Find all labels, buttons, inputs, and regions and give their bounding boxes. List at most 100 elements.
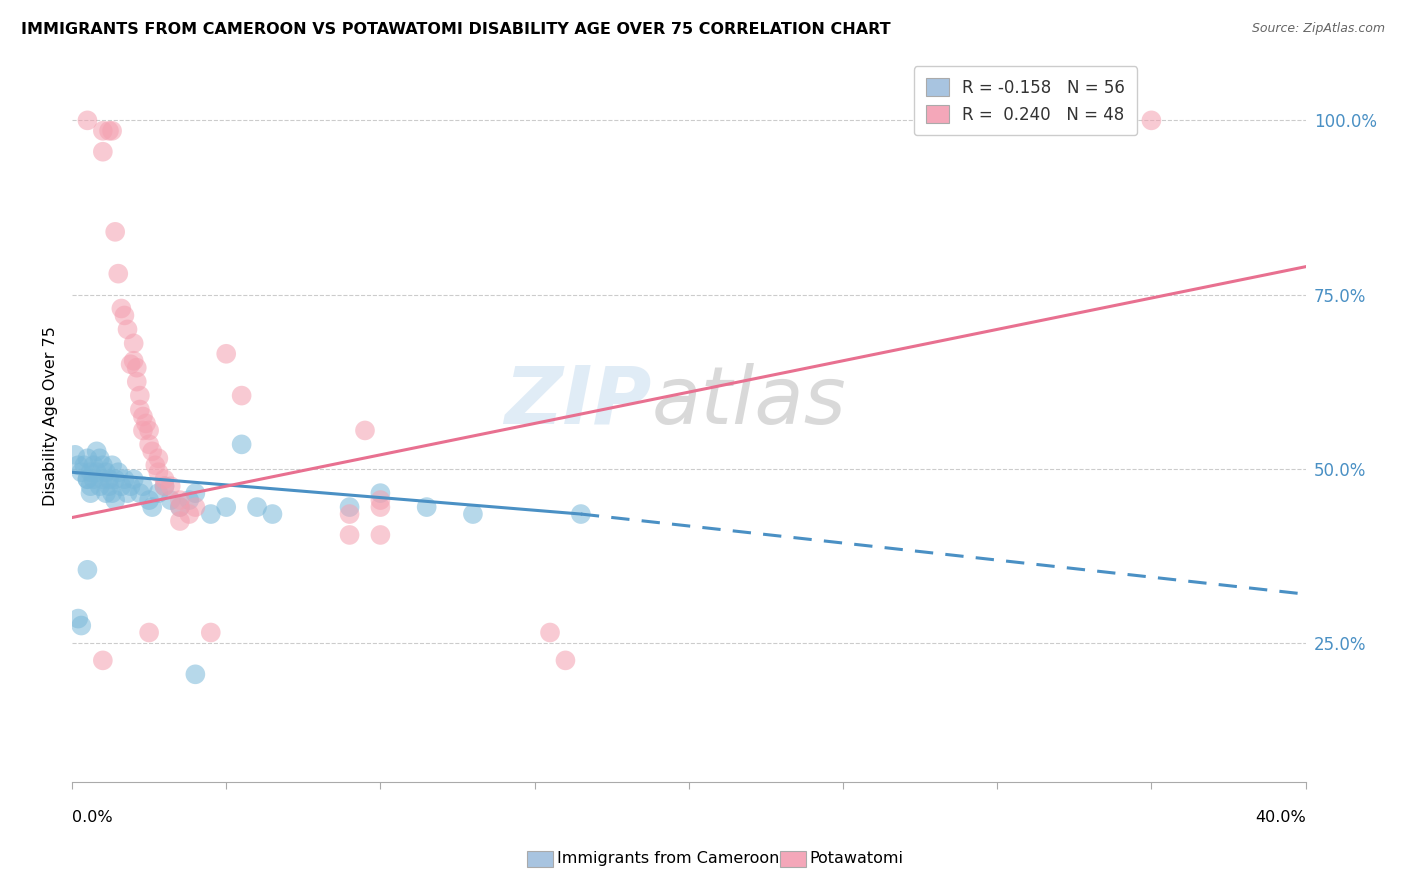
Point (246, 500, 269, 514)
Point (67, 458, 90, 473)
Point (63, 448, 86, 462)
Text: Source: ZipAtlas.com: Source: ZipAtlas.com (1251, 22, 1385, 36)
Text: atlas: atlas (652, 363, 846, 441)
Point (114, 472, 136, 486)
Point (132, 409, 155, 424)
Point (101, 486, 124, 500)
Point (200, 625, 222, 640)
Text: 0.0%: 0.0% (72, 810, 112, 825)
Point (179, 507, 201, 521)
Point (101, 458, 124, 473)
Point (79, 486, 101, 500)
Point (184, 486, 207, 500)
Point (184, 500, 207, 514)
Point (120, 357, 142, 371)
Point (125, 375, 148, 389)
Point (128, 402, 150, 417)
Point (70, 465, 93, 479)
Point (179, 493, 201, 508)
Text: ZIP: ZIP (505, 363, 652, 441)
Point (76, 563, 98, 577)
Point (76, 472, 98, 486)
Point (339, 500, 361, 514)
Point (104, 225, 127, 239)
Legend: R = -0.158   N = 56, R =  0.240   N = 48: R = -0.158 N = 56, R = 0.240 N = 48 (914, 66, 1137, 136)
Point (169, 500, 191, 514)
Point (153, 479, 176, 493)
Point (169, 500, 191, 514)
Point (120, 479, 142, 493)
Point (89, 479, 111, 493)
Y-axis label: Disability Age Over 75: Disability Age Over 75 (44, 326, 58, 507)
Text: 40.0%: 40.0% (1256, 810, 1306, 825)
Point (148, 486, 170, 500)
Point (67, 611, 90, 625)
Point (117, 486, 139, 500)
Point (415, 500, 437, 514)
Point (339, 507, 361, 521)
Text: Immigrants from Cameroon: Immigrants from Cameroon (557, 852, 779, 866)
Point (91, 145, 114, 159)
Point (86, 465, 108, 479)
Point (159, 493, 181, 508)
Point (98, 479, 121, 493)
Point (104, 493, 127, 508)
Point (110, 301, 132, 316)
Point (354, 424, 377, 438)
Point (339, 528, 361, 542)
Point (94, 486, 117, 500)
Point (73, 458, 96, 473)
Point (153, 472, 176, 486)
Point (569, 507, 592, 521)
Point (141, 500, 163, 514)
Point (107, 465, 129, 479)
Point (76, 451, 98, 466)
Point (148, 465, 170, 479)
Point (98, 124, 121, 138)
Point (110, 479, 132, 493)
Point (91, 124, 114, 138)
Point (138, 424, 160, 438)
Text: IMMIGRANTS FROM CAMEROON VS POTAWATOMI DISABILITY AGE OVER 75 CORRELATION CHART: IMMIGRANTS FROM CAMEROON VS POTAWATOMI D… (21, 22, 891, 37)
Point (132, 479, 155, 493)
Point (104, 472, 127, 486)
Point (79, 479, 101, 493)
Point (79, 465, 101, 479)
Point (125, 360, 148, 375)
Point (215, 347, 238, 361)
Text: Potawatomi: Potawatomi (810, 852, 904, 866)
Point (83, 472, 105, 486)
Point (83, 458, 105, 473)
Point (122, 353, 145, 368)
Point (135, 417, 157, 431)
Point (76, 113, 98, 128)
Point (128, 486, 150, 500)
Point (169, 514, 191, 528)
Point (122, 472, 145, 486)
Point (148, 451, 170, 466)
Point (122, 336, 145, 351)
Point (370, 486, 392, 500)
Point (91, 653, 114, 667)
Point (91, 458, 114, 473)
Point (370, 493, 392, 508)
Point (138, 493, 160, 508)
Point (138, 437, 160, 451)
Point (132, 424, 155, 438)
Point (153, 479, 176, 493)
Point (91, 472, 114, 486)
Point (200, 507, 222, 521)
Point (184, 667, 207, 681)
Point (554, 653, 576, 667)
Point (461, 507, 484, 521)
Point (70, 618, 93, 632)
Point (143, 458, 166, 473)
Point (370, 500, 392, 514)
Point (1140, 113, 1163, 128)
Point (262, 507, 284, 521)
Point (107, 267, 129, 281)
Point (89, 451, 111, 466)
Point (169, 493, 191, 508)
Point (138, 625, 160, 640)
Point (117, 322, 139, 336)
